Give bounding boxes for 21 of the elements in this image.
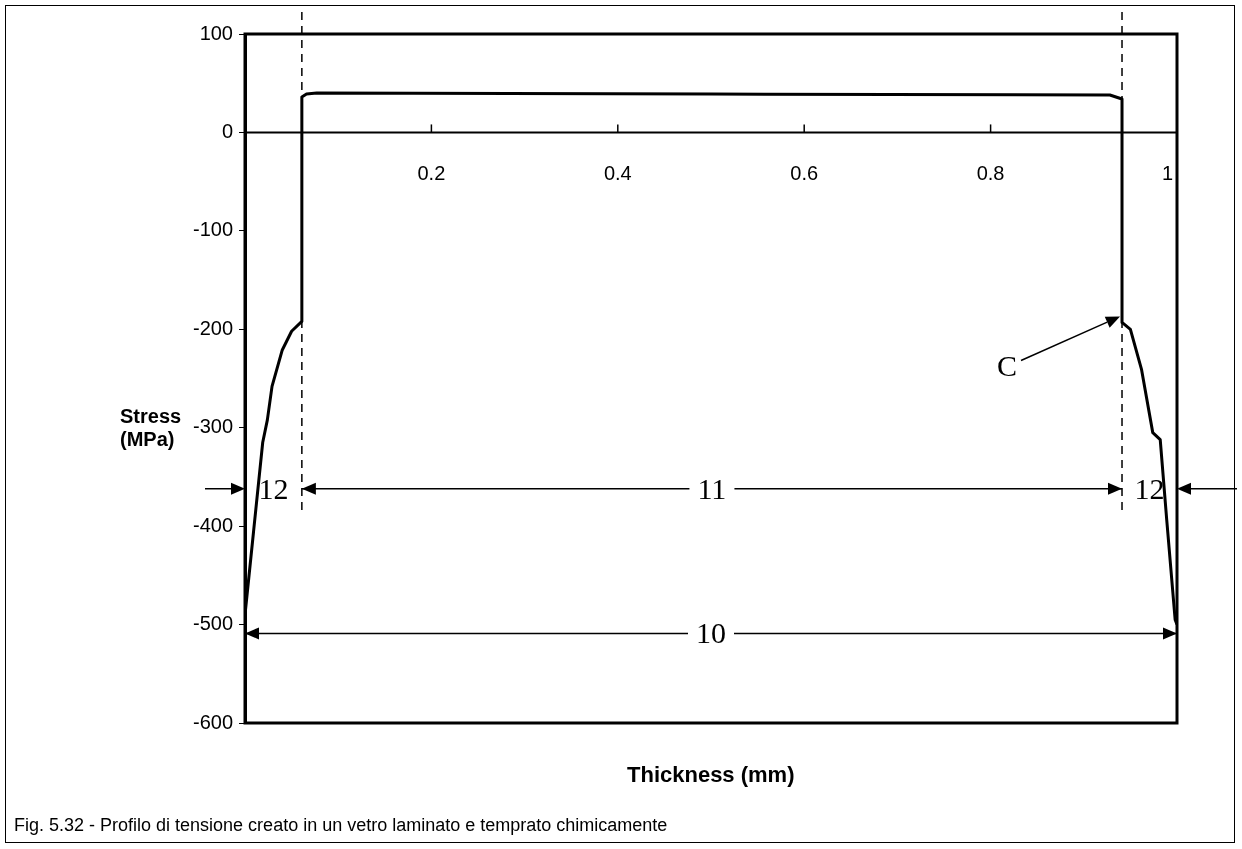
y-tick-label: 100	[199, 21, 233, 44]
annotation: 12	[258, 471, 289, 506]
caption: Fig. 5.32 - Profilo di tensione creato in un vetro laminato e temprato chimicamente	[14, 814, 668, 836]
y-tick-label: -200	[192, 316, 233, 339]
y-tick-label: -500	[192, 612, 233, 635]
annotation: C	[997, 349, 1018, 384]
y-tick-label: -300	[192, 415, 233, 438]
annotation: 12	[1134, 471, 1165, 506]
annotation: 10	[696, 616, 726, 651]
y-tick-label: -400	[192, 513, 233, 536]
x-tick-label: 0.2	[417, 161, 446, 184]
x-axis-title: Thickness (mm)	[627, 762, 795, 788]
y-tick-label: -100	[192, 218, 233, 241]
x-tick-label: 0.6	[790, 161, 819, 184]
y-tick-label: -600	[192, 710, 233, 733]
y-axis-title: Stress (MPa)	[120, 404, 182, 451]
x-tick-label: 0.4	[603, 161, 632, 184]
annotation: 11	[697, 471, 727, 506]
x-tick-label: 1	[1161, 161, 1173, 184]
x-tick-label: 0.8	[976, 161, 1005, 184]
y-tick-label: 0	[221, 119, 233, 142]
